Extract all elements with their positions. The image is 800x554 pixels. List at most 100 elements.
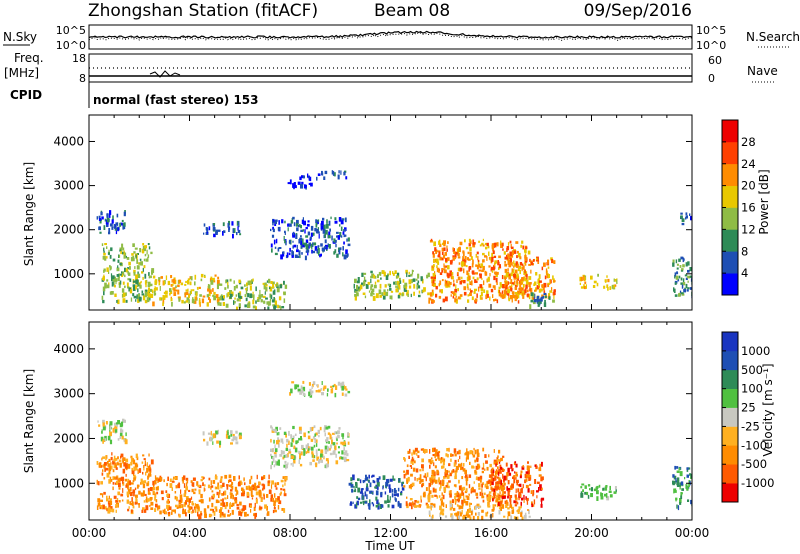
data-cell [229, 503, 231, 507]
data-cell [363, 503, 365, 506]
data-cell [492, 250, 495, 255]
data-cell [456, 451, 460, 455]
data-cell [208, 226, 211, 231]
data-cell [540, 296, 543, 302]
data-cell [363, 280, 366, 285]
data-cell [517, 290, 520, 296]
data-cell [183, 493, 186, 497]
data-cell [280, 491, 282, 495]
data-cell [282, 252, 285, 257]
data-cell [376, 279, 380, 283]
data-cell [302, 386, 306, 392]
colorbar-swatch [722, 426, 738, 446]
data-cell [534, 479, 537, 484]
data-cell [312, 242, 314, 247]
data-cell [114, 284, 116, 288]
data-cell [428, 300, 431, 304]
data-cell [457, 515, 460, 519]
data-cell [485, 246, 488, 250]
data-cell [433, 462, 435, 467]
data-cell [460, 492, 463, 496]
data-cell [208, 297, 210, 300]
data-cell [411, 279, 413, 284]
data-cell [342, 456, 345, 460]
data-cell [142, 276, 144, 280]
data-cell [373, 293, 375, 295]
data-cell [301, 444, 304, 449]
data-cell [227, 509, 230, 513]
data-cell [288, 252, 291, 256]
data-cell [101, 457, 103, 461]
data-cell [257, 485, 260, 489]
data-cell [536, 257, 538, 261]
data-cell [144, 493, 147, 497]
data-cell [455, 299, 458, 304]
data-cell [516, 255, 518, 259]
data-cell [513, 263, 517, 267]
data-cell [504, 281, 507, 285]
data-cell [347, 390, 351, 394]
data-cell [163, 479, 165, 483]
data-cell [498, 477, 501, 481]
data-cell [185, 512, 187, 517]
data-cell [254, 514, 257, 519]
data-cell [240, 286, 244, 290]
data-cell [428, 490, 432, 495]
data-cell [185, 482, 188, 487]
data-cell [476, 293, 478, 298]
data-cell [170, 298, 173, 302]
data-cell [389, 295, 393, 300]
data-cell [237, 221, 240, 225]
data-cell [145, 258, 148, 262]
data-cell [449, 260, 453, 265]
data-cell [301, 219, 305, 225]
data-cell [431, 265, 435, 269]
data-cell [532, 259, 535, 262]
data-cell [276, 461, 279, 466]
data-cell [585, 284, 587, 289]
data-cell [354, 488, 356, 492]
data-cell [473, 481, 475, 484]
data-cell [474, 449, 477, 455]
data-cell [441, 496, 443, 501]
data-cell [98, 424, 101, 427]
data-cell [513, 273, 516, 277]
data-cell [304, 242, 307, 247]
data-cell [444, 279, 446, 285]
data-cell [203, 223, 206, 227]
data-cell [410, 293, 412, 298]
data-cell [283, 431, 287, 435]
data-cell [296, 219, 299, 224]
data-cell [272, 284, 275, 288]
data-cell [104, 467, 106, 472]
data-cell [121, 243, 124, 248]
data-cell [387, 289, 389, 292]
data-cell [163, 291, 166, 295]
data-cell [451, 470, 453, 474]
data-cell [277, 505, 280, 510]
data-cell [287, 223, 290, 227]
data-cell [452, 255, 455, 259]
data-cell [467, 299, 470, 303]
data-cell [124, 439, 128, 445]
data-cell [425, 487, 428, 491]
data-cell [482, 244, 485, 247]
data-cell [295, 234, 298, 239]
data-cell [275, 448, 278, 453]
data-cell [435, 285, 438, 290]
data-cell [533, 499, 536, 505]
data-cell [101, 216, 104, 220]
data-cell [437, 254, 441, 258]
data-cell [686, 486, 689, 491]
data-cell [596, 496, 599, 501]
data-cell [324, 170, 328, 175]
data-cell [116, 300, 118, 303]
data-cell [310, 244, 313, 248]
data-cell [357, 289, 360, 292]
data-cell [130, 502, 132, 506]
data-cell [222, 498, 224, 503]
data-cell [507, 507, 510, 510]
data-cell [609, 494, 613, 498]
data-cell [504, 256, 507, 260]
data-cell [276, 482, 280, 486]
